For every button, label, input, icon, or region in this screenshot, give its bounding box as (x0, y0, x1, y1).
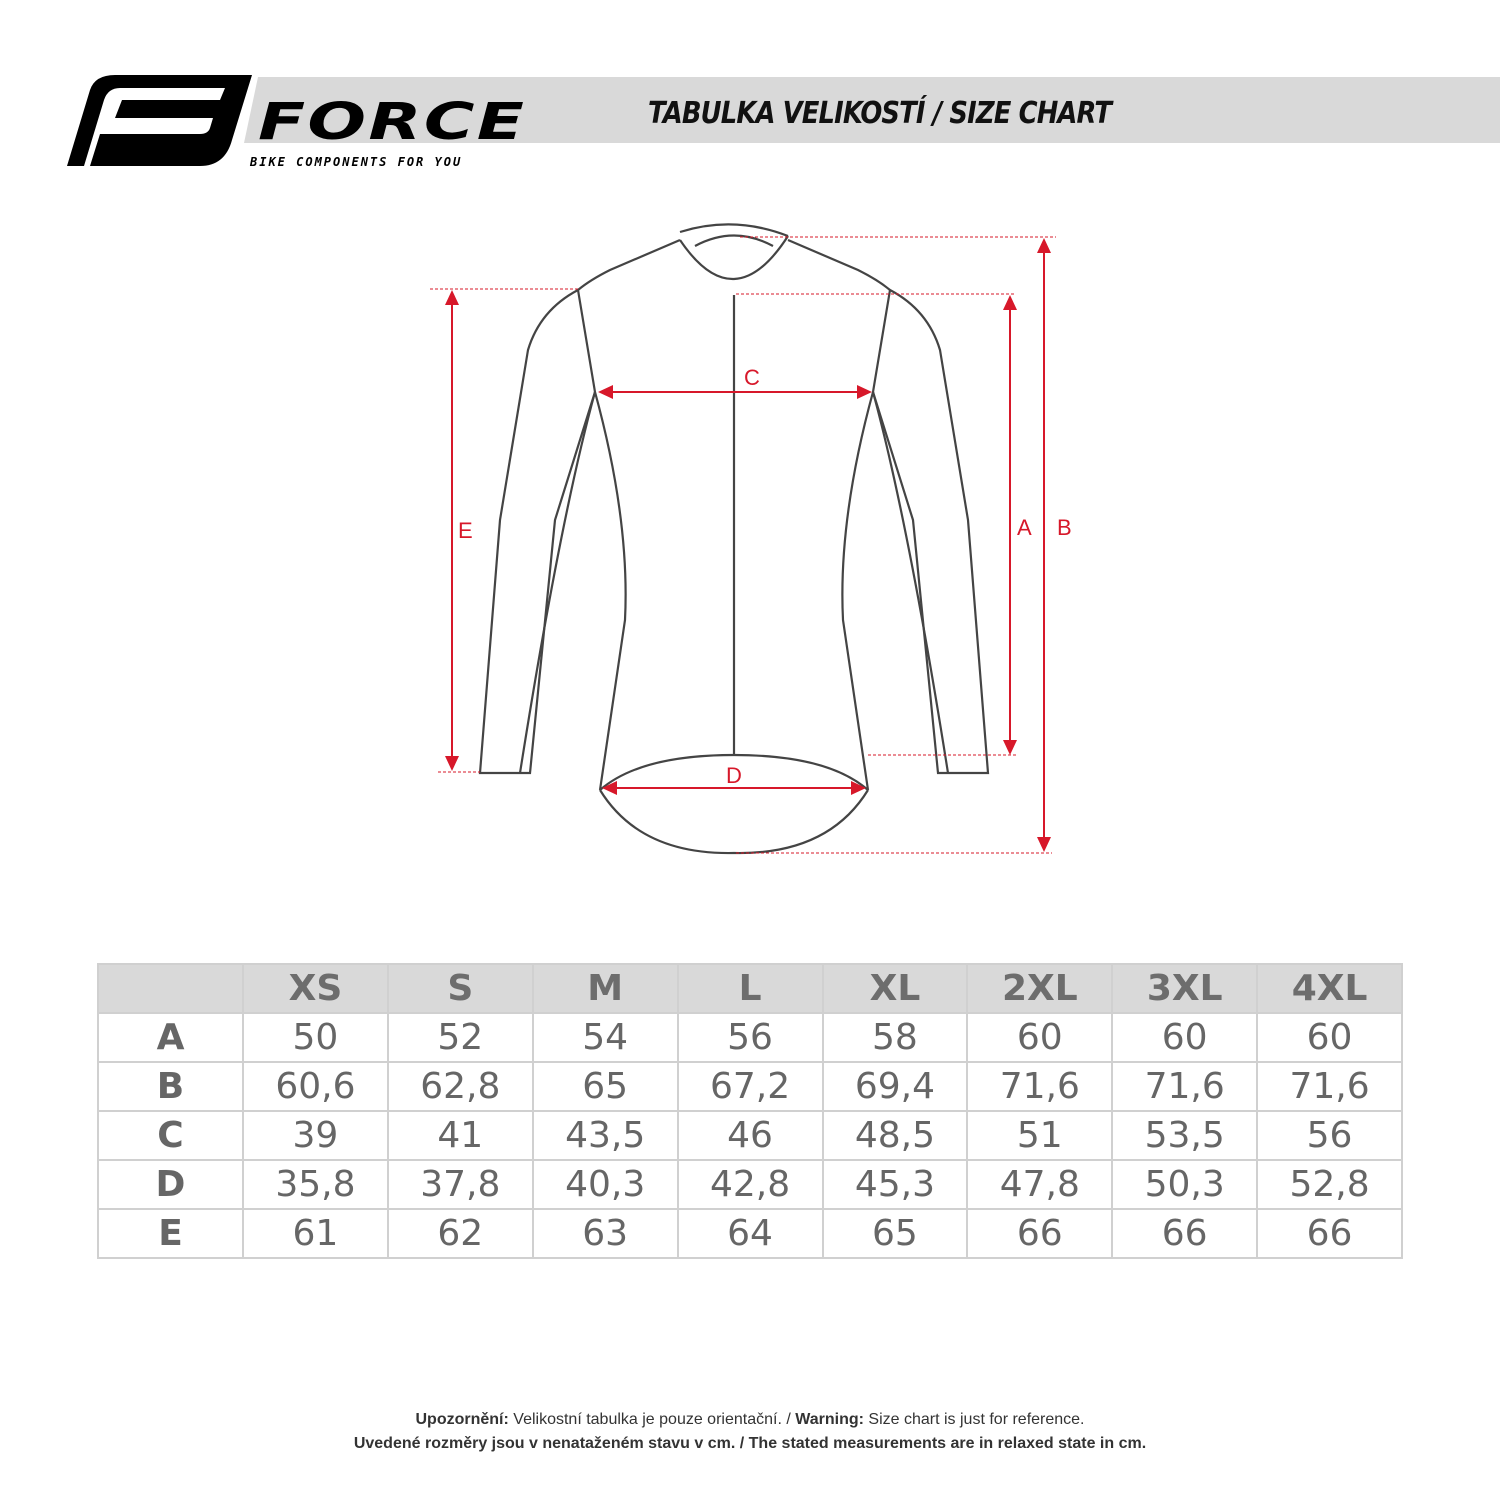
header-cell: 4XL (1256, 963, 1403, 1014)
value-cell: 48,5 (821, 1110, 969, 1161)
warning-en-label: Warning: (795, 1411, 864, 1428)
header-cell: M (531, 963, 679, 1014)
value-cell: 47,8 (966, 1159, 1114, 1210)
header-cell: S (386, 963, 534, 1014)
row-label: B (97, 1061, 244, 1112)
label-a: A (1017, 515, 1032, 540)
value-cell: 46 (676, 1110, 824, 1161)
measure-guides (430, 236, 1056, 854)
header-cell: 3XL (1111, 963, 1259, 1014)
row-label: C (97, 1110, 244, 1161)
value-cell: 61 (242, 1208, 389, 1259)
value-cell: 39 (242, 1110, 389, 1161)
row-label: A (97, 1012, 244, 1063)
warning-en-text: Size chart is just for reference. (863, 1411, 1085, 1428)
table-row: D 35,8 37,8 40,3 42,8 45,3 47,8 50,3 52,8 (97, 1159, 1403, 1210)
value-cell: 51 (966, 1110, 1114, 1161)
warning-cz-label: Upozornění: (415, 1411, 509, 1428)
value-cell: 60,6 (242, 1061, 389, 1112)
warning-cz-text: Velikostní tabulka je pouze orientační. … (508, 1411, 796, 1428)
value-cell: 50,3 (1111, 1159, 1259, 1210)
label-c: C (744, 365, 760, 390)
label-b: B (1057, 515, 1072, 540)
table-row: C 39 41 43,5 46 48,5 51 53,5 56 (97, 1110, 1403, 1161)
table-row: A 50 52 54 56 58 60 60 60 (97, 1012, 1403, 1063)
value-cell: 60 (966, 1012, 1114, 1063)
logo-tagline: BIKE COMPONENTS FOR YOU (250, 155, 463, 169)
value-cell: 35,8 (242, 1159, 389, 1210)
value-cell: 60 (1256, 1012, 1403, 1063)
measure-arrows (445, 238, 1051, 852)
row-label: D (97, 1159, 244, 1210)
header-cell: XS (242, 963, 389, 1014)
value-cell: 65 (531, 1061, 679, 1112)
row-label: E (97, 1208, 244, 1259)
header-cell: XL (821, 963, 969, 1014)
value-cell: 60 (1111, 1012, 1259, 1063)
jersey-diagram: A B C D E (430, 223, 1072, 855)
value-cell: 66 (966, 1208, 1114, 1259)
force-logo-icon (67, 75, 252, 166)
value-cell: 63 (531, 1208, 679, 1259)
header-cell: 2XL (966, 963, 1114, 1014)
table-row: E 61 62 63 64 65 66 66 66 (97, 1208, 1403, 1259)
jersey-outline (478, 223, 990, 855)
value-cell: 54 (531, 1012, 679, 1063)
value-cell: 45,3 (821, 1159, 969, 1210)
value-cell: 62,8 (386, 1061, 534, 1112)
value-cell: 40,3 (531, 1159, 679, 1210)
label-d: D (726, 763, 742, 788)
value-cell: 66 (1256, 1208, 1403, 1259)
size-table: XS S M L XL 2XL 3XL 4XL A 50 52 54 56 58 60 60 60 B 60,6 6… (97, 963, 1403, 1259)
header-band (244, 77, 1500, 143)
footer-note: Uvedené rozměry jsou v nenataženém stavu… (353, 1435, 1147, 1452)
logo-brand: FORCE (258, 92, 527, 152)
value-cell: 71,6 (1111, 1061, 1259, 1112)
page-title: TABULKA VELIKOSTÍ / SIZE CHART (648, 96, 1112, 131)
value-cell: 52,8 (1256, 1159, 1403, 1210)
value-cell: 67,2 (676, 1061, 824, 1112)
table-header-row: XS S M L XL 2XL 3XL 4XL (97, 963, 1403, 1014)
header-cell (97, 963, 244, 1014)
value-cell: 65 (821, 1208, 969, 1259)
value-cell: 64 (676, 1208, 824, 1259)
label-e: E (458, 518, 473, 543)
value-cell: 71,6 (966, 1061, 1114, 1112)
value-cell: 62 (386, 1208, 534, 1259)
value-cell: 56 (676, 1012, 824, 1063)
value-cell: 52 (386, 1012, 534, 1063)
header-cell: L (676, 963, 824, 1014)
value-cell: 56 (1256, 1110, 1403, 1161)
table-row: B 60,6 62,8 65 67,2 69,4 71,6 71,6 71,6 (97, 1061, 1403, 1112)
value-cell: 53,5 (1111, 1110, 1259, 1161)
value-cell: 41 (386, 1110, 534, 1161)
value-cell: 71,6 (1256, 1061, 1403, 1112)
footer-warning: Upozornění: Velikostní tabulka je pouze … (0, 1411, 1500, 1429)
value-cell: 66 (1111, 1208, 1259, 1259)
value-cell: 42,8 (676, 1159, 824, 1210)
value-cell: 37,8 (386, 1159, 534, 1210)
value-cell: 58 (821, 1012, 969, 1063)
value-cell: 43,5 (531, 1110, 679, 1161)
value-cell: 69,4 (821, 1061, 969, 1112)
value-cell: 50 (242, 1012, 389, 1063)
